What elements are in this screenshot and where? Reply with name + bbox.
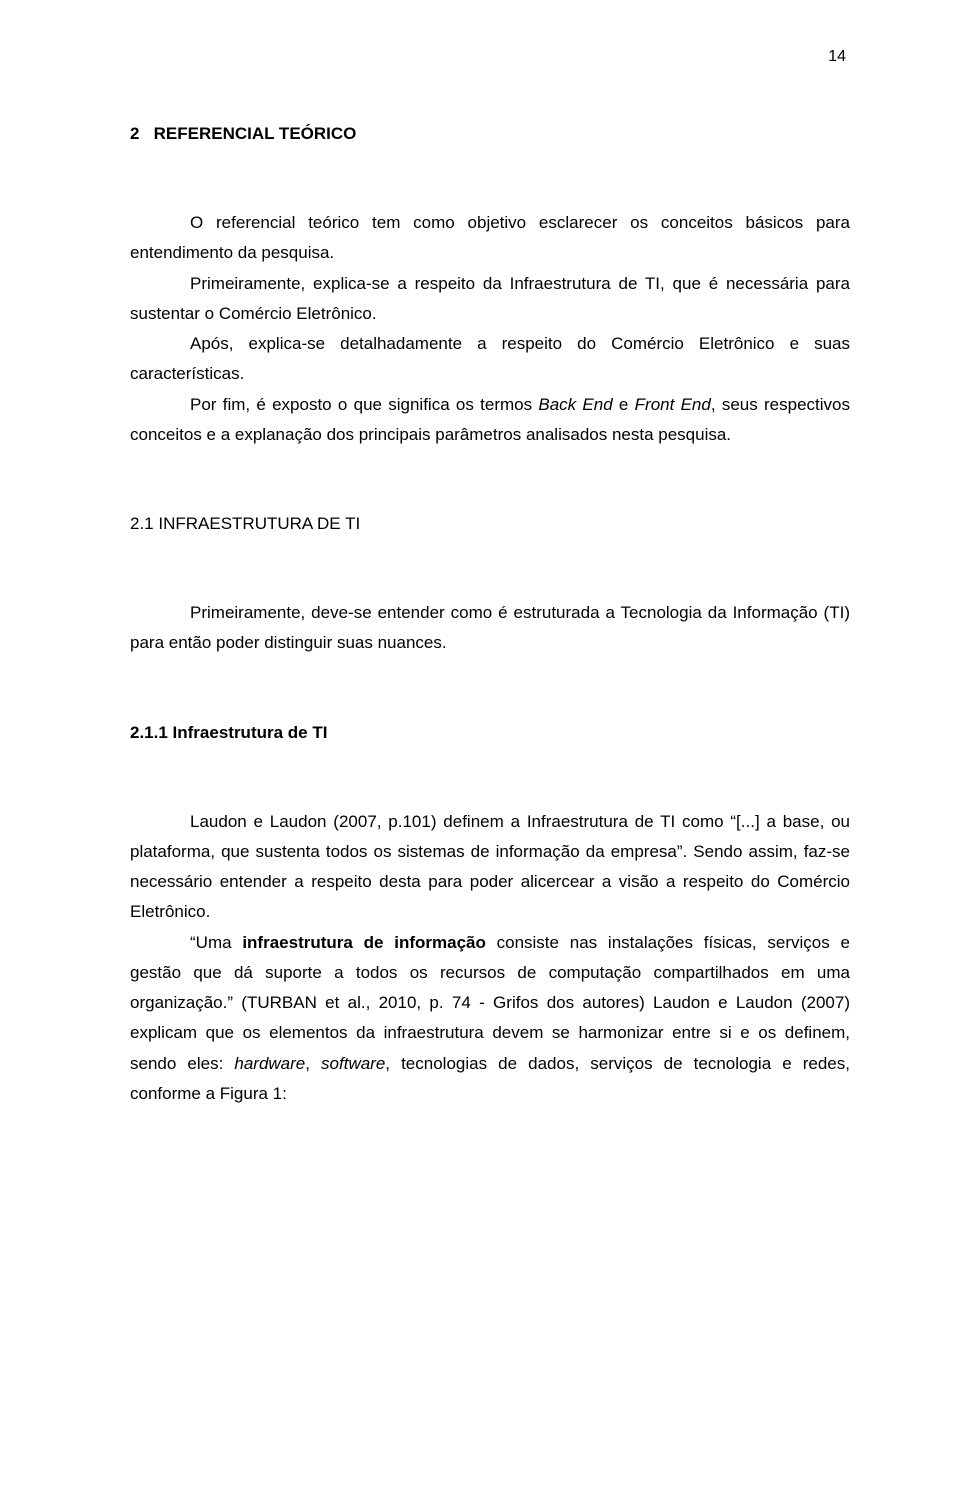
paragraph: Após, explica-se detalhadamente a respei…: [130, 329, 850, 390]
paragraph: Laudon e Laudon (2007, p.101) definem a …: [130, 807, 850, 928]
text-run: e: [613, 395, 635, 414]
paragraph: Primeiramente, explica-se a respeito da …: [130, 269, 850, 330]
paragraph: O referencial teórico tem como objetivo …: [130, 208, 850, 269]
text-run: “Uma: [190, 933, 242, 952]
text-italic: software: [321, 1054, 385, 1073]
heading-section: 2.1 INFRAESTRUTURA DE TI: [130, 514, 850, 534]
heading-subsection: 2.1.1 Infraestrutura de TI: [130, 723, 850, 743]
document-page: 14 2 REFERENCIAL TEÓRICO O referencial t…: [0, 0, 960, 1169]
text-run: consiste nas instalações físicas, serviç…: [130, 933, 850, 1073]
text-run: Por fim, é exposto o que significa os te…: [190, 395, 538, 414]
heading-chapter: 2 REFERENCIAL TEÓRICO: [130, 124, 850, 144]
text-bold: infraestrutura de informação: [242, 933, 486, 952]
paragraph: Por fim, é exposto o que significa os te…: [130, 390, 850, 451]
page-number: 14: [130, 48, 850, 66]
paragraph: Primeiramente, deve-se entender como é e…: [130, 598, 850, 659]
text-italic: Back End: [538, 395, 612, 414]
paragraph: “Uma infraestrutura de informação consis…: [130, 928, 850, 1110]
text-italic: hardware: [234, 1054, 305, 1073]
text-run: ,: [305, 1054, 321, 1073]
text-italic: Front End: [635, 395, 711, 414]
